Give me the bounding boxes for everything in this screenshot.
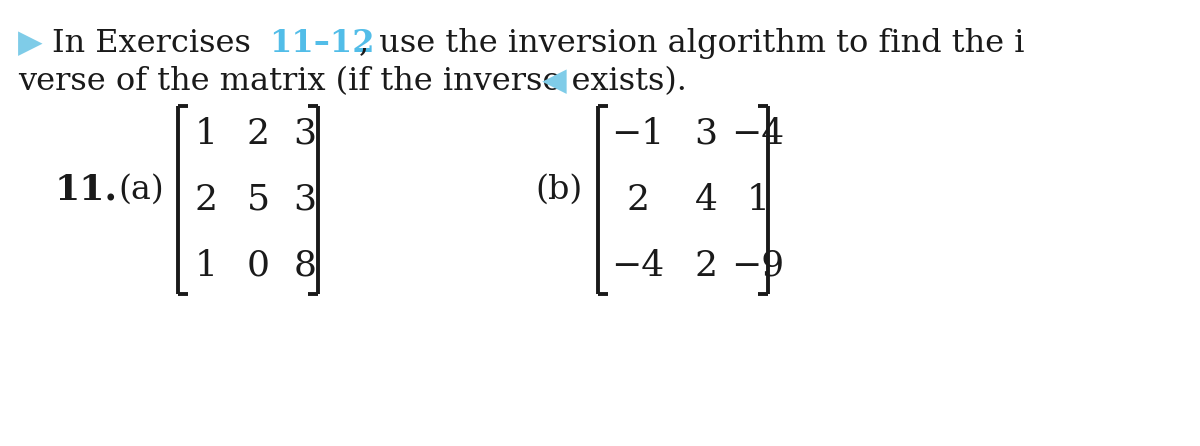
Text: −4: −4 bbox=[611, 249, 665, 283]
Text: (a): (a) bbox=[118, 174, 163, 206]
Text: 2: 2 bbox=[246, 117, 270, 151]
Text: −9: −9 bbox=[732, 249, 785, 283]
Text: 1: 1 bbox=[746, 183, 769, 217]
Text: −1: −1 bbox=[611, 117, 665, 151]
Text: ▶: ▶ bbox=[18, 28, 43, 59]
Text: 1: 1 bbox=[194, 117, 217, 151]
Text: −4: −4 bbox=[731, 117, 785, 151]
Text: 2: 2 bbox=[626, 183, 649, 217]
Text: 4: 4 bbox=[695, 183, 718, 217]
Text: 3: 3 bbox=[294, 117, 317, 151]
Text: 0: 0 bbox=[246, 249, 270, 283]
Text: 1: 1 bbox=[194, 249, 217, 283]
Text: 2: 2 bbox=[695, 249, 718, 283]
Text: 5: 5 bbox=[246, 183, 270, 217]
Text: 3: 3 bbox=[294, 183, 317, 217]
Text: 8: 8 bbox=[294, 249, 317, 283]
Text: (b): (b) bbox=[535, 174, 582, 206]
Text: 2: 2 bbox=[194, 183, 217, 217]
Text: , use the inversion algorithm to find the i: , use the inversion algorithm to find th… bbox=[359, 28, 1025, 59]
Text: 3: 3 bbox=[695, 117, 718, 151]
Text: 11–12: 11–12 bbox=[269, 28, 374, 59]
Text: verse of the matrix (if the inverse exists).: verse of the matrix (if the inverse exis… bbox=[18, 66, 686, 97]
Text: ◀: ◀ bbox=[532, 66, 566, 97]
Text: In Exercises: In Exercises bbox=[52, 28, 262, 59]
Text: 11.: 11. bbox=[55, 173, 118, 207]
